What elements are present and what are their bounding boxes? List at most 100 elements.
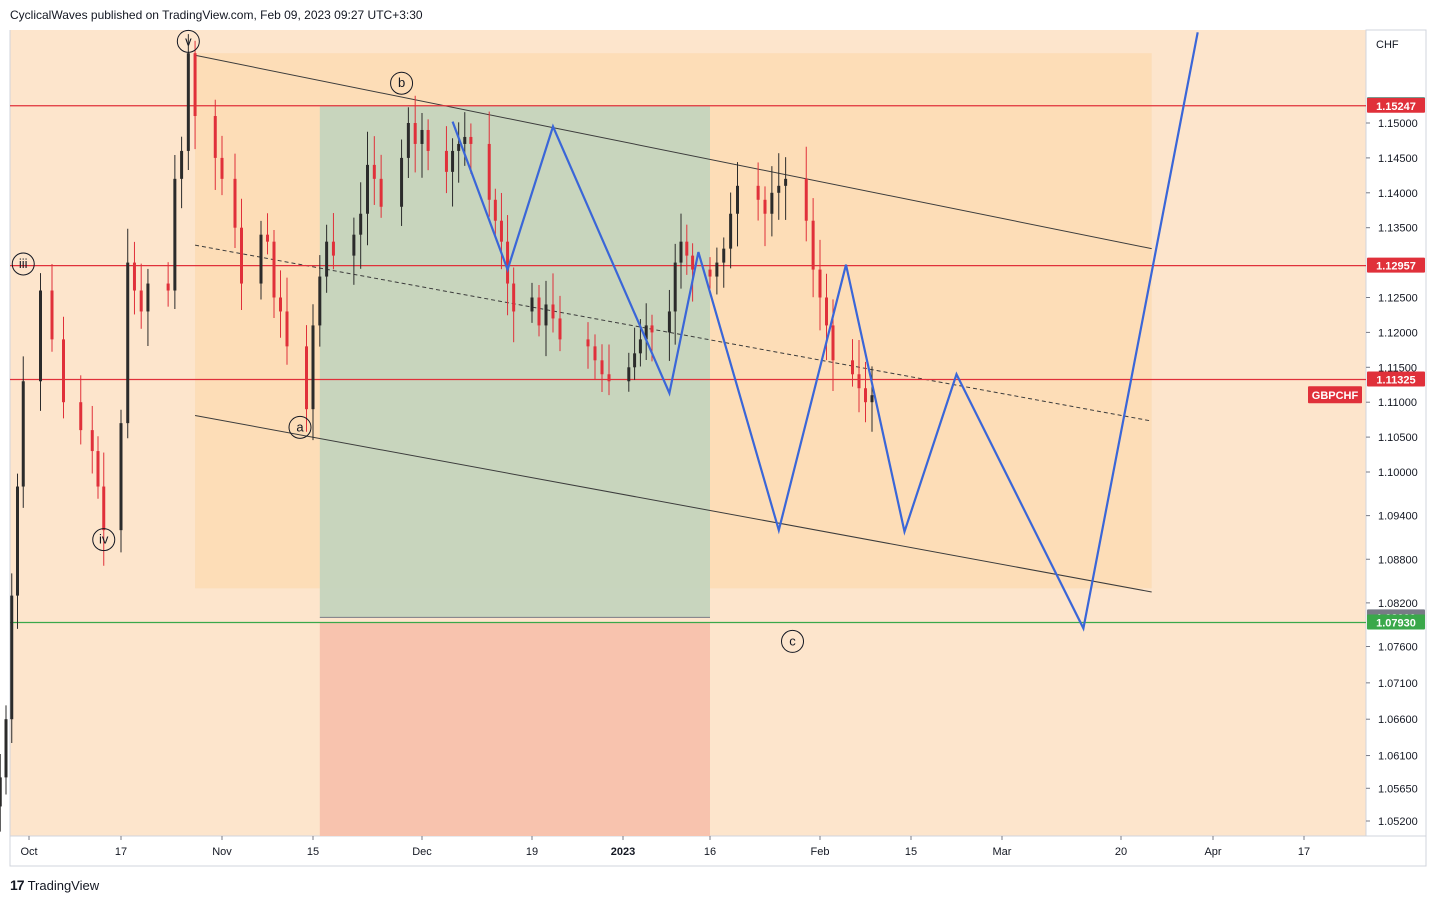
candle-body (763, 199, 767, 214)
time-tick-label: 15 (905, 846, 917, 858)
wave-label-circle (781, 629, 804, 653)
wave-label-circle (92, 528, 116, 552)
time-tick-label: Nov (212, 846, 232, 858)
candle-body (379, 178, 383, 207)
candle-body (426, 129, 430, 151)
candle-body (644, 325, 648, 340)
candle-body (0, 777, 2, 807)
candle-body (811, 220, 815, 270)
channel-lower-line (194, 414, 1152, 593)
candle-body (139, 290, 143, 312)
wave-label-circle (176, 29, 200, 53)
candle-body (10, 595, 14, 720)
candle-body (864, 388, 867, 403)
price-tick-label: 1.10500 (1378, 432, 1418, 444)
price-tag (1367, 257, 1425, 273)
candle-body (4, 719, 8, 778)
candle-body (685, 241, 689, 256)
price-tick-label: 1.08800 (1378, 554, 1418, 566)
price-tick-label: 1.08200 (1378, 598, 1418, 610)
candle-body (413, 123, 417, 144)
time-tick-label: 15 (307, 846, 319, 858)
candle-body (406, 123, 410, 158)
wave-label-a: a (296, 419, 304, 434)
candle-body (457, 143, 461, 151)
tradingview-branding: 17 TradingView (10, 877, 99, 893)
candle-body (311, 325, 315, 410)
candle-body (39, 290, 42, 382)
wave-label-v: v (185, 33, 192, 48)
candle-body (600, 360, 604, 375)
price-tick-label: 1.10000 (1378, 467, 1418, 479)
price-tick-label: 1.14500 (1378, 153, 1418, 165)
wave-projection-path[interactable] (451, 32, 1199, 632)
candle-body (444, 150, 448, 172)
wave-label-circle (11, 252, 35, 276)
candle-body (166, 283, 170, 291)
candle-body (736, 185, 739, 214)
price-tag-label: 1.15247 (1376, 101, 1416, 113)
channel-upper-line (194, 54, 1152, 250)
wave-label-c: c (789, 633, 796, 648)
time-tick-label: Feb (811, 846, 830, 858)
candle-body (102, 486, 106, 531)
candle-body (272, 241, 276, 298)
candle-body (469, 136, 473, 144)
price-tag (1367, 371, 1425, 387)
candle-body (173, 178, 177, 291)
candle-body (420, 129, 424, 144)
candle-body (638, 339, 642, 354)
candle-body (627, 367, 631, 382)
price-tick-label: 1.11500 (1378, 362, 1417, 374)
candle-body (285, 311, 289, 347)
candle-body (499, 220, 503, 242)
candle-body (325, 241, 329, 277)
candle-body (691, 255, 695, 270)
price-tick-label: 1.06100 (1378, 751, 1418, 763)
candle-body (96, 451, 100, 487)
candle-body (180, 150, 184, 179)
price-axis-currency: CHF (1376, 39, 1399, 51)
candle-body (487, 143, 491, 200)
price-tick-label: 1.07600 (1378, 642, 1418, 654)
time-axis-background (9, 835, 1427, 867)
candle-body (784, 178, 788, 186)
time-tick-label: Dec (412, 846, 432, 858)
candle-body (708, 269, 712, 277)
candle-body (870, 395, 874, 403)
wave-label-b: b (398, 75, 405, 90)
candle-body (493, 199, 497, 221)
price-tag-label: 1.12957 (1376, 261, 1416, 273)
stop-zone (319, 622, 710, 836)
candle-body (818, 269, 822, 298)
price-tick-label: 1.05200 (1378, 816, 1418, 828)
time-tick-label: 17 (115, 846, 127, 858)
target-zone (319, 105, 710, 618)
candle-body (359, 213, 363, 235)
price-tag (1367, 97, 1425, 113)
wave-label-iii: iii (19, 256, 28, 271)
wave-label-iv: iv (99, 532, 109, 547)
candle-body (318, 276, 322, 326)
price-tick-label: 1.15000 (1378, 118, 1418, 130)
candle-body (857, 374, 861, 389)
price-axis-background (1365, 29, 1427, 837)
candle-body (21, 381, 25, 487)
candle-body (213, 116, 217, 158)
candle-body (506, 241, 510, 284)
candle-body (715, 262, 719, 277)
candle-body (366, 164, 369, 214)
candle-body (259, 234, 263, 284)
candle-body (586, 339, 590, 347)
wave-label-circle (288, 415, 312, 439)
candle-body (825, 297, 828, 326)
candle-body (132, 262, 136, 291)
price-tick-label: 1.07100 (1378, 678, 1418, 690)
price-tick-label: 1.12500 (1378, 293, 1418, 305)
price-tag-label: 1.07930 (1376, 618, 1416, 630)
candle-body (186, 53, 190, 151)
candle-body (667, 311, 671, 333)
time-tick-label: 2023 (611, 846, 635, 858)
candle-body (650, 325, 654, 333)
